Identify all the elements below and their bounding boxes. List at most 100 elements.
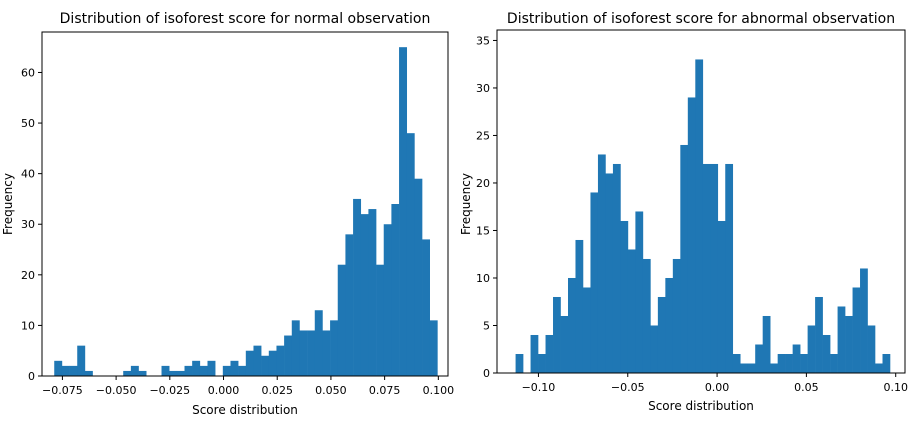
histogram-bar xyxy=(815,296,823,373)
histogram-bar xyxy=(330,320,339,376)
histogram-bar xyxy=(299,330,308,376)
histogram-bar xyxy=(740,363,749,373)
y-axis-label: Frequency xyxy=(459,173,473,235)
histogram-bar xyxy=(222,365,231,376)
histogram-bar xyxy=(123,370,132,376)
histogram-bar xyxy=(860,268,868,373)
histogram-bar xyxy=(792,344,801,373)
histogram-bar xyxy=(762,315,771,373)
histogram-bar xyxy=(360,214,369,376)
chart-normal-observation: Distribution of isoforest score for norm… xyxy=(1,11,454,417)
chart-title: Distribution of isoforest score for abno… xyxy=(507,11,895,27)
histogram-bar xyxy=(710,163,719,373)
histogram-bar xyxy=(130,365,139,376)
y-tick-label: 30 xyxy=(476,82,490,95)
histogram-bar xyxy=(830,354,838,373)
histogram-bar xyxy=(665,277,674,373)
histogram-bar xyxy=(291,320,300,376)
y-tick-label: 10 xyxy=(476,272,490,285)
x-tick-label: −0.050 xyxy=(96,384,137,397)
histogram-bar xyxy=(284,335,293,376)
histogram-bar xyxy=(192,360,201,376)
histogram-bar xyxy=(353,198,362,376)
chart-title: Distribution of isoforest score for norm… xyxy=(60,11,431,27)
histogram-bar xyxy=(672,258,681,373)
histogram-bar xyxy=(650,325,659,373)
histogram-bar xyxy=(822,334,831,373)
histogram-bar xyxy=(605,173,614,373)
y-tick-label: 0 xyxy=(483,367,490,380)
histogram-bar xyxy=(732,354,741,373)
histogram-bar xyxy=(391,204,400,376)
histogram-bar xyxy=(597,154,606,373)
histogram-bar xyxy=(322,330,331,376)
histogram-bar xyxy=(845,315,853,373)
histogram-bar xyxy=(807,325,816,373)
x-axis-ticks: −0.10 −0.05 0.00 0.05 0.10 xyxy=(522,373,908,394)
histogram-bar xyxy=(553,296,561,373)
histogram-bar xyxy=(695,59,704,373)
histogram-bar xyxy=(61,365,70,376)
x-axis-label: Score distribution xyxy=(192,403,298,417)
histogram-bar xyxy=(307,330,316,376)
histogram-bar xyxy=(276,345,285,376)
histogram-bar xyxy=(345,234,354,376)
histogram-bar xyxy=(568,277,576,373)
histogram-bar xyxy=(207,360,216,376)
histogram-bar xyxy=(368,209,377,376)
y-tick-label: 35 xyxy=(476,34,490,47)
histogram-bar xyxy=(422,239,430,376)
histogram-bar xyxy=(515,354,524,373)
histogram-bar xyxy=(69,365,78,376)
chart-abnormal-observation: Distribution of isoforest score for abno… xyxy=(459,11,908,413)
y-tick-label: 25 xyxy=(476,129,490,142)
y-tick-label: 10 xyxy=(21,319,35,332)
histogram-bar xyxy=(399,47,408,377)
histogram-bar xyxy=(268,350,277,376)
y-tick-label: 40 xyxy=(21,168,35,181)
histogram-bar xyxy=(627,249,636,373)
x-tick-label: 0.025 xyxy=(261,384,293,397)
histogram-bar xyxy=(184,365,193,376)
x-tick-label: −0.075 xyxy=(42,384,83,397)
y-axis-ticks: 0 5 10 15 20 25 30 35 xyxy=(476,34,497,380)
x-tick-label: 0.100 xyxy=(423,384,455,397)
x-tick-label: 0.075 xyxy=(369,384,401,397)
histogram-bar xyxy=(777,354,786,373)
histogram-bar xyxy=(785,354,793,373)
histogram-bar xyxy=(406,133,415,376)
bars-group xyxy=(515,59,891,374)
y-tick-label: 20 xyxy=(476,177,490,190)
histogram-bar xyxy=(84,370,93,376)
histogram-bar xyxy=(545,334,554,373)
histogram-bar xyxy=(77,345,86,376)
x-tick-label: 0.000 xyxy=(208,384,240,397)
histogram-bar xyxy=(161,365,170,376)
histogram-bar xyxy=(414,178,423,376)
histogram-bar xyxy=(635,211,644,373)
histogram-bar xyxy=(702,163,711,373)
histogram-bar xyxy=(800,354,808,373)
histogram-bar xyxy=(590,192,599,373)
plot-frame xyxy=(41,31,449,377)
histogram-bar xyxy=(376,264,385,376)
histogram-bar xyxy=(882,354,891,373)
histogram-bar xyxy=(620,220,629,373)
histogram-bar xyxy=(657,296,666,373)
y-tick-label: 0 xyxy=(28,370,35,383)
histogram-bar xyxy=(314,310,323,376)
histogram-bar xyxy=(755,344,763,373)
histogram-bar xyxy=(687,97,696,374)
histogram-bar xyxy=(837,306,846,373)
histogram-bar xyxy=(530,334,539,373)
histogram-bar xyxy=(612,163,621,373)
x-tick-label: −0.025 xyxy=(149,384,190,397)
plot-frame xyxy=(496,29,906,374)
histogram-bar xyxy=(867,325,876,373)
histogram-bar xyxy=(138,370,147,376)
histogram-bar xyxy=(253,345,262,376)
histogram-bar xyxy=(169,370,178,376)
bars-group xyxy=(54,47,438,377)
histogram-bar xyxy=(429,320,438,376)
